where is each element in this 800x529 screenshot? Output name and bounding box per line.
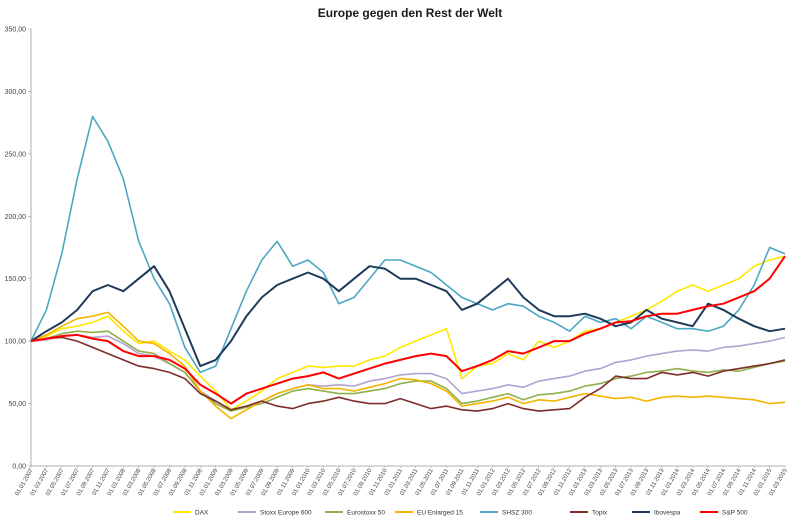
legend: DAX Stoxx Europe 600 Eurostoxx 50 EU Enlarg…: [173, 510, 748, 517]
series-line-5: [30, 336, 786, 412]
legend-label-1: Stoxx Europe 600: [260, 510, 312, 517]
x-axis-ticks: 01.01.200701.03.200701.05.200701.07.2007…: [15, 466, 789, 497]
series-line-7: [30, 255, 786, 405]
series-line-1: [30, 334, 786, 411]
series-line-3: [30, 311, 786, 420]
series-line-4: [30, 115, 786, 374]
y-tick-label: 150,00: [5, 276, 27, 283]
legend-label-3: EU Enlarged 15: [417, 510, 463, 517]
legend-label-2: Eurostoxx 50: [347, 510, 385, 517]
y-tick-label: 200,00: [5, 214, 27, 221]
y-tick-label: 50,00: [8, 401, 26, 408]
chart-title: Europe gegen den Rest der Welt: [318, 6, 502, 20]
y-tick-label: 0,00: [12, 464, 26, 471]
legend-label-0: DAX: [195, 510, 209, 517]
legend-label-7: S&P 500: [722, 510, 748, 517]
y-tick-label: 250,00: [5, 151, 27, 158]
series-line-6: [30, 265, 786, 368]
y-tick-label: 300,00: [5, 89, 27, 96]
y-tick-label: 100,00: [5, 339, 27, 346]
legend-label-5: Topix: [592, 510, 608, 517]
series-line-2: [30, 330, 786, 412]
y-tick-label: 350,00: [5, 27, 27, 34]
series-line-0: [30, 255, 786, 411]
series-lines: [30, 115, 786, 420]
legend-label-6: Ibovespa: [654, 510, 681, 517]
legend-label-4: SHSZ 300: [502, 510, 532, 517]
y-axis-ticks: 0,00 50,00 100,00 150,00 200,00 250,00 300,00 3…: [5, 27, 31, 471]
